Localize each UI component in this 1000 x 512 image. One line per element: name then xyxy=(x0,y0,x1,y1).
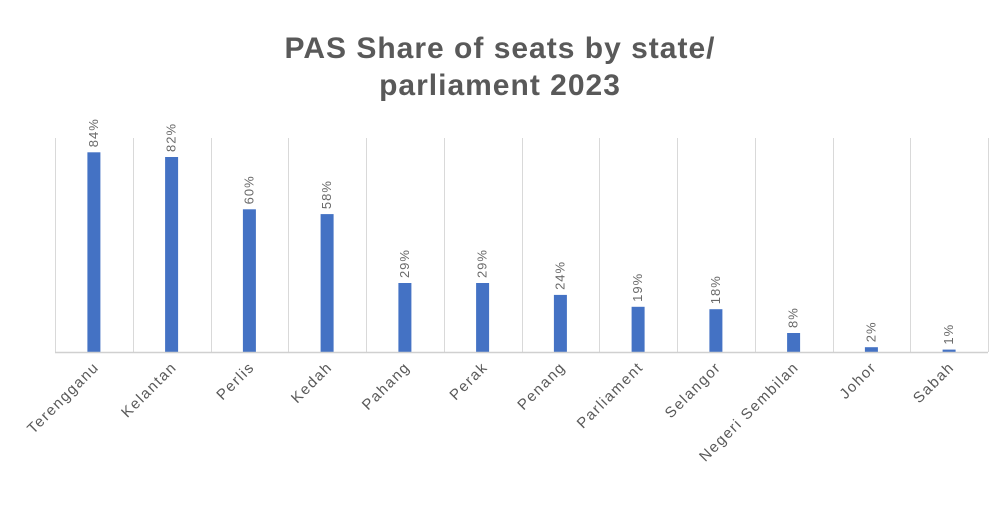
x-tick-label: Sabah xyxy=(910,359,958,407)
bar-kelantan xyxy=(165,157,179,352)
bar-perak xyxy=(476,283,490,352)
bar-pahang xyxy=(398,283,412,352)
data-label: 29% xyxy=(475,249,490,278)
x-tick-label: Johor xyxy=(836,359,880,403)
bar-johor xyxy=(864,347,878,352)
chart-title-line-2: parliament 2023 xyxy=(379,69,621,102)
bar-sabah xyxy=(942,349,956,352)
chart-title: PAS Share of seats by state/ parliament … xyxy=(0,30,1000,104)
bar-perlis xyxy=(242,209,256,352)
data-label: 1% xyxy=(941,324,956,345)
x-tick-label: Penang xyxy=(514,359,569,414)
data-label: 29% xyxy=(397,249,412,278)
x-tick-labels: Terengganu Kelantan Perlis Kedah Pahang Perak… xyxy=(24,359,958,465)
x-tick-label: Perlis xyxy=(213,359,258,404)
data-label: 24% xyxy=(552,261,567,290)
bars xyxy=(87,152,956,352)
data-label: 58% xyxy=(319,180,334,209)
bar-terengganu xyxy=(87,152,101,352)
x-tick-label: Parliament xyxy=(574,359,647,432)
data-label: 84% xyxy=(86,118,101,147)
x-tick-label: Terengganu xyxy=(24,359,103,438)
x-tick-label: Selangor xyxy=(662,359,725,422)
data-labels: 84% 82% 60% 58% 29% 29% 24% 19% 18% 8% 2% 1% xyxy=(86,118,956,344)
bar-kedah xyxy=(320,214,334,352)
x-tick-label: Pahang xyxy=(359,359,414,414)
chart-title-line-1: PAS Share of seats by state/ xyxy=(284,32,716,65)
gridlines xyxy=(55,138,989,352)
data-label: 8% xyxy=(786,307,801,328)
x-tick-label: Perak xyxy=(446,359,491,404)
bar-negeri-sembilan xyxy=(787,333,801,352)
data-label: 82% xyxy=(164,123,179,152)
bar-selangor xyxy=(709,309,723,352)
data-label: 19% xyxy=(630,273,645,302)
x-tick-label: Kedah xyxy=(288,359,336,407)
data-label: 18% xyxy=(708,275,723,304)
data-label: 2% xyxy=(863,321,878,342)
x-tick-label: Kelantan xyxy=(118,359,180,421)
bar-penang xyxy=(553,294,567,352)
data-label: 60% xyxy=(241,175,256,204)
bar-parliament xyxy=(631,306,645,352)
